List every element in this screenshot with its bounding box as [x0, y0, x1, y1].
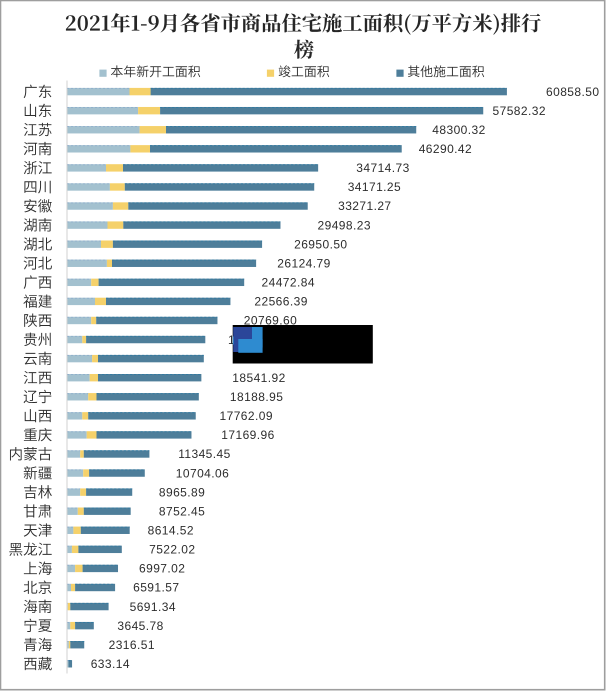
svg-text:7522.02: 7522.02 — [149, 543, 195, 557]
svg-text:6591.57: 6591.57 — [133, 581, 179, 595]
svg-text:26124.79: 26124.79 — [277, 256, 330, 270]
svg-text:22566.39: 22566.39 — [254, 295, 307, 309]
svg-text:10704.06: 10704.06 — [176, 466, 229, 480]
svg-text:26950.50: 26950.50 — [294, 237, 347, 251]
svg-text:8752.45: 8752.45 — [159, 504, 205, 518]
svg-text:46290.42: 46290.42 — [419, 142, 472, 156]
svg-text:57582.32: 57582.32 — [493, 104, 546, 118]
svg-text:1: 1 — [228, 333, 235, 347]
svg-text:48300.32: 48300.32 — [432, 123, 485, 137]
svg-text:5691.34: 5691.34 — [130, 600, 176, 614]
svg-text:11345.45: 11345.45 — [178, 447, 231, 461]
svg-text:29498.23: 29498.23 — [318, 218, 371, 232]
svg-text:18541.92: 18541.92 — [232, 371, 285, 385]
svg-text:34171.25: 34171.25 — [348, 180, 401, 194]
svg-text:24472.84: 24472.84 — [262, 276, 315, 290]
svg-text:17762.09: 17762.09 — [220, 409, 273, 423]
svg-text:60858.50: 60858.50 — [546, 85, 599, 99]
svg-text:6997.02: 6997.02 — [139, 562, 185, 576]
svg-text:8614.52: 8614.52 — [148, 523, 194, 537]
svg-text:34714.73: 34714.73 — [356, 161, 409, 175]
svg-text:633.14: 633.14 — [91, 657, 130, 671]
svg-text:20769.60: 20769.60 — [244, 314, 297, 328]
svg-text:8965.89: 8965.89 — [159, 485, 205, 499]
svg-text:18188.95: 18188.95 — [230, 390, 283, 404]
svg-text:33271.27: 33271.27 — [338, 199, 391, 213]
svg-text:2316.51: 2316.51 — [109, 638, 155, 652]
svg-text:17169.96: 17169.96 — [221, 428, 274, 442]
svg-text:3645.78: 3645.78 — [117, 619, 163, 633]
